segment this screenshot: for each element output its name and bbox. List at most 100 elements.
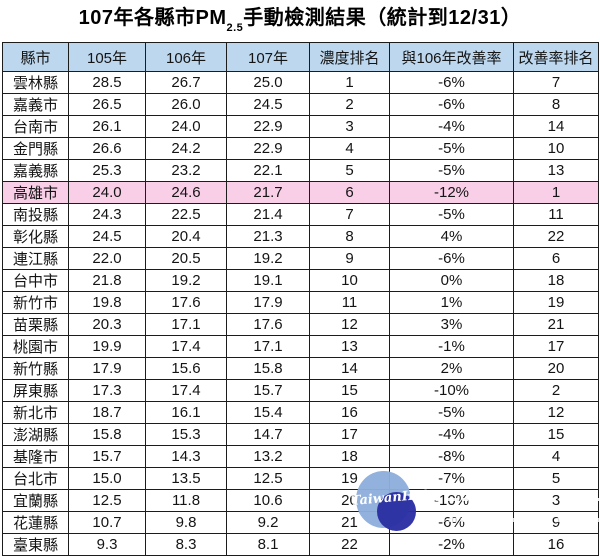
table-row-20: 宜蘭縣 12.5 11.8 10.6 20 -10% 3 <box>2 489 599 512</box>
cell-y106: 15.3 <box>145 423 227 446</box>
cell-y107: 25.0 <box>226 71 310 94</box>
cell-improvement-rate: 2% <box>389 357 514 380</box>
table-row-22: 臺東縣 9.3 8.3 8.1 22 -2% 16 <box>2 533 599 556</box>
cell-y105: 21.8 <box>68 269 146 292</box>
cell-improvement-rate: -10% <box>389 379 514 402</box>
cell-y106: 16.1 <box>145 401 227 424</box>
table-row-9: 連江縣 22.0 20.5 19.2 9 -6% 6 <box>2 247 599 270</box>
table-row-4: 金門縣 26.6 24.2 22.9 4 -5% 10 <box>2 137 599 160</box>
cell-improvement-rate: 0% <box>389 269 514 292</box>
cell-county: 屏東縣 <box>2 379 69 402</box>
cell-improvement-rank: 1 <box>513 181 599 204</box>
cell-y107: 21.4 <box>226 203 310 226</box>
cell-improvement-rank: 12 <box>513 401 599 424</box>
cell-y107: 17.6 <box>226 313 310 336</box>
cell-improvement-rank: 15 <box>513 423 599 446</box>
cell-concentration-rank: 1 <box>309 71 390 94</box>
title-prefix: 107年各縣市PM <box>78 7 227 29</box>
cell-improvement-rank: 2 <box>513 379 599 402</box>
cell-y105: 24.0 <box>68 181 146 204</box>
cell-y107: 22.1 <box>226 159 310 182</box>
cell-y105: 22.0 <box>68 247 146 270</box>
cell-y106: 24.6 <box>145 181 227 204</box>
page-title: 107年各縣市PM2.5手動檢測結果（統計到12/31） <box>0 0 600 42</box>
cell-improvement-rate: -1% <box>389 335 514 358</box>
cell-improvement-rate: -4% <box>389 423 514 446</box>
cell-improvement-rate: -5% <box>389 401 514 424</box>
cell-improvement-rate: -10% <box>389 489 514 512</box>
cell-improvement-rank: 21 <box>513 313 599 336</box>
pm25-table: 縣市 105年 106年 107年 濃度排名 與106年改善率 改善率排名 雲林縣 28.5 2… <box>2 42 599 556</box>
cell-concentration-rank: 10 <box>309 269 390 292</box>
cell-county: 澎湖縣 <box>2 423 69 446</box>
cell-y105: 19.8 <box>68 291 146 314</box>
cell-improvement-rank: 17 <box>513 335 599 358</box>
column-header-improvement-rate: 與106年改善率 <box>389 42 514 72</box>
cell-improvement-rank: 4 <box>513 445 599 468</box>
cell-y107: 15.8 <box>226 357 310 380</box>
cell-county: 台北市 <box>2 467 69 490</box>
cell-county: 新北市 <box>2 401 69 424</box>
cell-concentration-rank: 11 <box>309 291 390 314</box>
cell-y107: 14.7 <box>226 423 310 446</box>
cell-improvement-rank: 13 <box>513 159 599 182</box>
cell-y105: 28.5 <box>68 71 146 94</box>
cell-improvement-rank: 9 <box>513 511 599 534</box>
cell-county: 連江縣 <box>2 247 69 270</box>
cell-y107: 9.2 <box>226 511 310 534</box>
cell-y106: 19.2 <box>145 269 227 292</box>
cell-improvement-rank: 19 <box>513 291 599 314</box>
cell-improvement-rate: 3% <box>389 313 514 336</box>
cell-y107: 21.3 <box>226 225 310 248</box>
cell-y105: 18.7 <box>68 401 146 424</box>
table-header: 縣市 105年 106年 107年 濃度排名 與106年改善率 改善率排名 <box>2 42 599 72</box>
cell-y105: 15.0 <box>68 467 146 490</box>
cell-improvement-rate: -2% <box>389 533 514 556</box>
column-header-y106: 106年 <box>145 42 227 72</box>
cell-county: 苗栗縣 <box>2 313 69 336</box>
cell-improvement-rate: -6% <box>389 93 514 116</box>
cell-county: 嘉義市 <box>2 93 69 116</box>
table-row-8: 彰化縣 24.5 20.4 21.3 8 4% 22 <box>2 225 599 248</box>
cell-concentration-rank: 3 <box>309 115 390 138</box>
cell-concentration-rank: 22 <box>309 533 390 556</box>
cell-y107: 17.1 <box>226 335 310 358</box>
cell-y106: 22.5 <box>145 203 227 226</box>
cell-county: 臺東縣 <box>2 533 69 556</box>
cell-improvement-rank: 18 <box>513 269 599 292</box>
table-row-17: 澎湖縣 15.8 15.3 14.7 17 -4% 15 <box>2 423 599 446</box>
cell-county: 金門縣 <box>2 137 69 160</box>
cell-concentration-rank: 19 <box>309 467 390 490</box>
table-row-1: 雲林縣 28.5 26.7 25.0 1 -6% 7 <box>2 71 599 94</box>
cell-improvement-rank: 11 <box>513 203 599 226</box>
cell-y106: 17.6 <box>145 291 227 314</box>
cell-y107: 10.6 <box>226 489 310 512</box>
cell-y106: 9.8 <box>145 511 227 534</box>
cell-improvement-rate: 1% <box>389 291 514 314</box>
table-row-6: 高雄市 24.0 24.6 21.7 6 -12% 1 <box>2 181 599 204</box>
table-row-12: 苗栗縣 20.3 17.1 17.6 12 3% 21 <box>2 313 599 336</box>
table-row-18: 基隆市 15.7 14.3 13.2 18 -8% 4 <box>2 445 599 468</box>
cell-improvement-rate: -5% <box>389 159 514 182</box>
cell-y106: 20.5 <box>145 247 227 270</box>
cell-y105: 24.5 <box>68 225 146 248</box>
cell-county: 彰化縣 <box>2 225 69 248</box>
cell-y106: 24.0 <box>145 115 227 138</box>
cell-county: 新竹市 <box>2 291 69 314</box>
cell-concentration-rank: 4 <box>309 137 390 160</box>
cell-improvement-rank: 8 <box>513 93 599 116</box>
cell-y107: 12.5 <box>226 467 310 490</box>
cell-y107: 17.9 <box>226 291 310 314</box>
cell-concentration-rank: 6 <box>309 181 390 204</box>
cell-y105: 26.5 <box>68 93 146 116</box>
cell-y106: 13.5 <box>145 467 227 490</box>
cell-improvement-rate: -5% <box>389 203 514 226</box>
cell-improvement-rank: 7 <box>513 71 599 94</box>
cell-y105: 17.3 <box>68 379 146 402</box>
cell-concentration-rank: 13 <box>309 335 390 358</box>
cell-improvement-rate: 4% <box>389 225 514 248</box>
cell-concentration-rank: 5 <box>309 159 390 182</box>
cell-y105: 12.5 <box>68 489 146 512</box>
cell-y106: 8.3 <box>145 533 227 556</box>
